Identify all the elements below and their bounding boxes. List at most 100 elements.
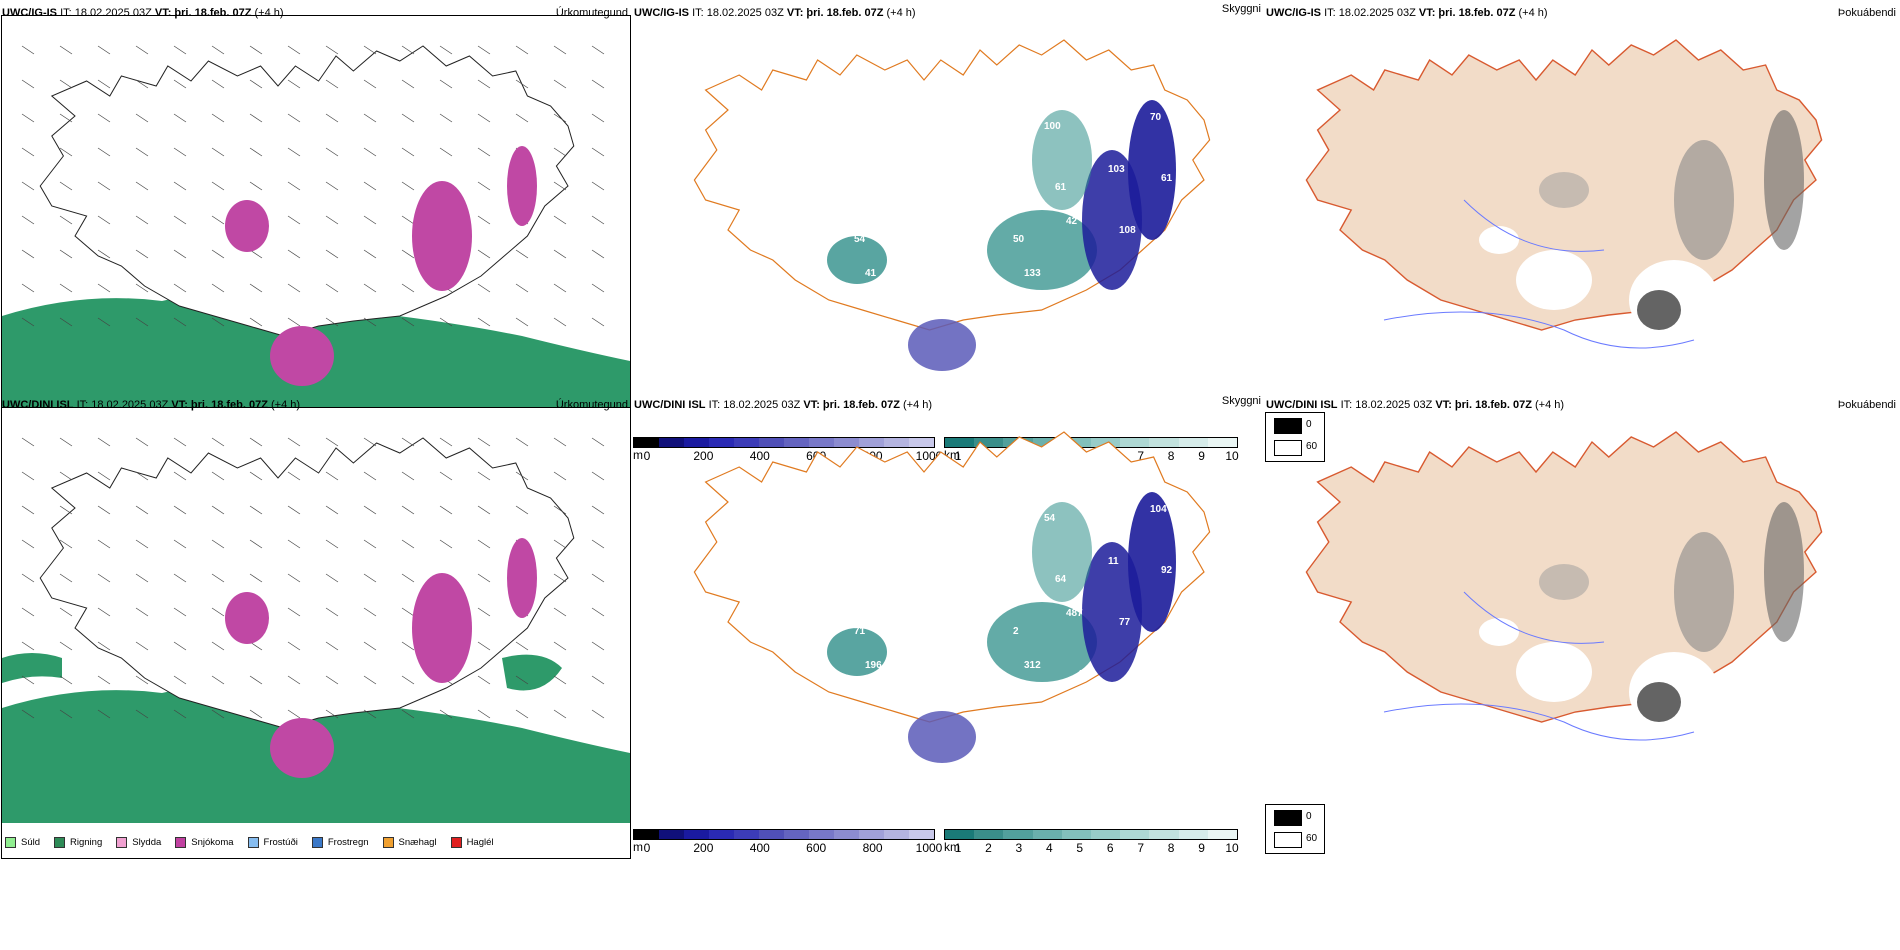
low-ceiling-area [1128, 100, 1176, 240]
wind-barb [477, 709, 491, 719]
wind-barb [591, 283, 605, 293]
fog-legend-label: 60 [1306, 833, 1318, 844]
colorbar-tick: 8 [1167, 449, 1175, 463]
fog-title: Þokuábendi [1837, 7, 1896, 19]
colorbar-step [684, 830, 709, 839]
wind-barb [249, 573, 263, 583]
colorbar-step [1032, 830, 1062, 839]
wind-barb [21, 249, 35, 259]
wind-barb [97, 283, 111, 293]
legend-label: Snjókoma [191, 836, 234, 848]
colorbar-tick: 1000 [915, 841, 943, 855]
wind-barb [363, 505, 377, 515]
wind-barb [439, 437, 453, 447]
precip-legend: Súld Rigning Slydda Snjókoma Frostúði Frostre… [5, 832, 508, 852]
wind-barb [211, 249, 225, 259]
wind-barb [97, 607, 111, 617]
low-visibility-area [827, 628, 887, 676]
wind-barb [249, 45, 263, 55]
wind-barb [249, 709, 263, 719]
fog-area [1764, 502, 1804, 642]
wind-barb [21, 505, 35, 515]
wind-barb [325, 505, 339, 515]
wind-barb [325, 539, 339, 549]
map-value-label: 77 [1119, 617, 1131, 628]
wind-barb [211, 215, 225, 225]
colorbar-step [834, 830, 859, 839]
legend-label: Haglél [466, 836, 494, 848]
legend-item: Slydda [116, 836, 161, 848]
wind-barb [59, 79, 73, 89]
wind-barb [477, 181, 491, 191]
fog-legend-swatch [1274, 418, 1302, 434]
fog-area [1764, 110, 1804, 250]
wind-barb [553, 437, 567, 447]
wind-barb [591, 113, 605, 123]
map-value-label: 124 [971, 286, 988, 297]
colorbar-step [1149, 830, 1179, 839]
colorbar-step [784, 830, 809, 839]
fog-area [1539, 564, 1589, 600]
low-visibility-area [827, 236, 887, 284]
wind-barb [173, 573, 187, 583]
visibility-map-svg: 8414292331001370292071157861103615412051… [693, 39, 1211, 371]
wind-barb [173, 607, 187, 617]
wind-barb [211, 437, 225, 447]
legend-swatch [175, 836, 187, 848]
init-time: IT: 18.02.2025 03Z [1340, 399, 1433, 411]
wind-barb [325, 675, 339, 685]
map-value-label: 100 [1044, 121, 1061, 132]
wind-barb [553, 113, 567, 123]
colorbar-swatches [633, 437, 935, 448]
map-value-label: 56 [907, 608, 919, 619]
map-value-label: 51 [960, 225, 972, 236]
snow-area [225, 200, 269, 252]
map-value-label: 29 [843, 173, 855, 184]
wind-barb [173, 215, 187, 225]
low-ceiling-area [1082, 542, 1142, 682]
map-value-label: 115 [949, 164, 966, 175]
wind-barb [439, 79, 453, 89]
wind-barb [135, 181, 149, 191]
wind-barb [515, 249, 529, 259]
model-name: UWC/DINI ISL [1266, 399, 1338, 411]
wind-barb [97, 709, 111, 719]
wind-barb [591, 471, 605, 481]
colorbar-step [759, 438, 784, 447]
wind-barb [173, 45, 187, 55]
precip-type-map: SúldRigningSlyddaSnjókomaFrostúðiFrostre… [1, 15, 631, 467]
precip-map-svg [2, 437, 630, 823]
colorbar-step [1061, 830, 1092, 839]
map-value-label: 5 [1172, 234, 1178, 245]
wind-barb [97, 249, 111, 259]
fog-legend-swatch [1274, 810, 1302, 826]
wind-barb [249, 249, 263, 259]
colorbar-step [1091, 438, 1121, 447]
wind-barb [363, 471, 377, 481]
wind-barb [553, 283, 567, 293]
wind-barb [211, 317, 225, 327]
wind-barb [477, 607, 491, 617]
wind-barb [59, 505, 73, 515]
map-value-label: 42 [1066, 216, 1078, 227]
precip-type-panel: Súld Rigning Slydda Snjókoma Frostúði Frostre… [0, 392, 632, 862]
map-value-label: 16 [885, 513, 897, 524]
wind-barb [135, 79, 149, 89]
colorbar-tick: 1 [954, 449, 962, 463]
visibility-panel: 84 142 92 33 100 13 70 29 207 115 78 61 103 61 54 120 51… [632, 0, 1264, 470]
wind-barb [477, 215, 491, 225]
wind-barb [21, 641, 35, 651]
wind-barb [325, 317, 339, 327]
wind-barb [477, 45, 491, 55]
valid-time: þri. 18.feb. 07Z [822, 399, 900, 411]
map-value-label: 41 [865, 268, 877, 279]
wind-barb [325, 641, 339, 651]
colorbar-step [734, 438, 759, 447]
wind-barb [21, 283, 35, 293]
wind-barb [287, 471, 301, 481]
wind-barb [325, 283, 339, 293]
wind-barb [21, 215, 35, 225]
wind-barb [439, 113, 453, 123]
legend-label: Rigning [70, 836, 103, 848]
